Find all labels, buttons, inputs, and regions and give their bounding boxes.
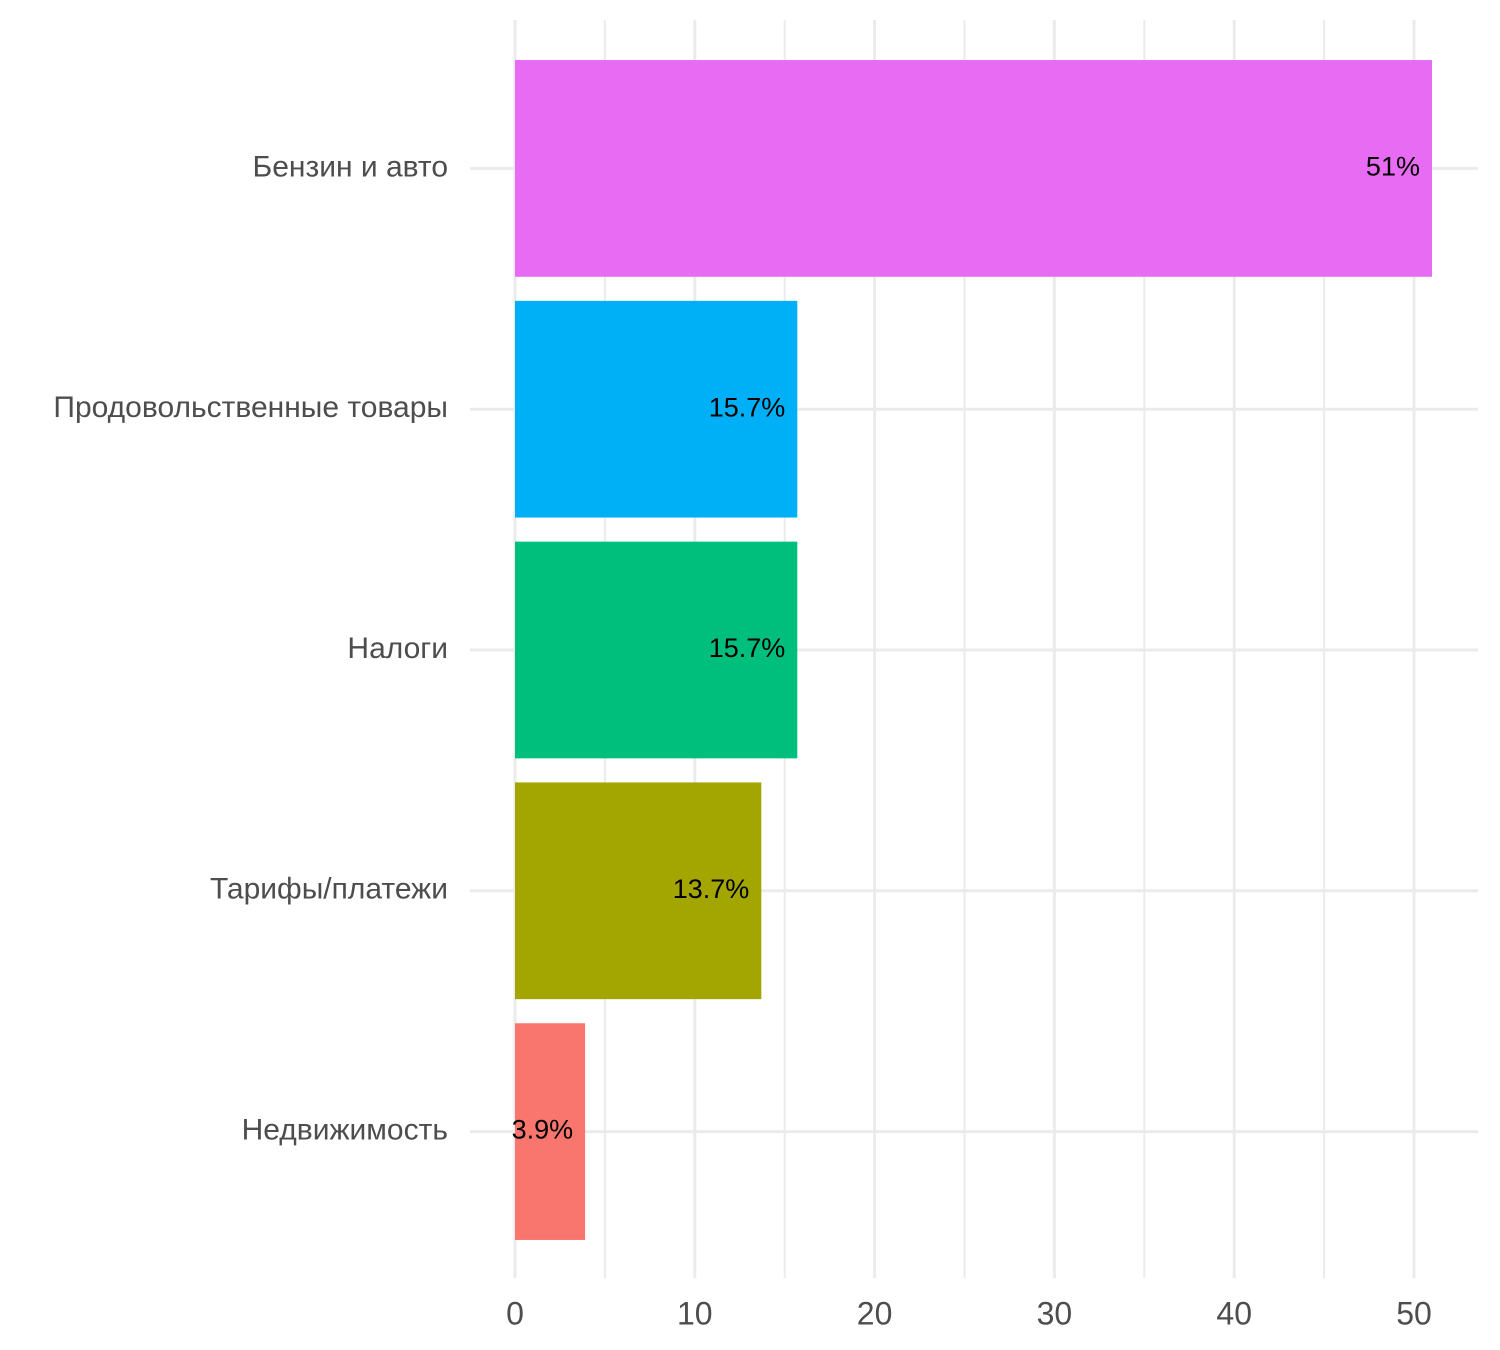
bars xyxy=(515,60,1432,1240)
bar-value-label: 51% xyxy=(1366,152,1420,182)
bar xyxy=(515,300,798,518)
bar xyxy=(515,1023,586,1240)
x-tick-label: 20 xyxy=(857,1295,893,1331)
value-axis-tick-labels: 0 10 20 30 40 50 xyxy=(506,1295,1432,1331)
x-tick-label: 0 xyxy=(506,1295,524,1331)
category-axis-labels: Бензин и авто Продовольственные товары Нал… xyxy=(53,150,448,1146)
bar-value-label: 13.7% xyxy=(673,874,750,904)
category-label: Продовольственные товары xyxy=(53,391,448,424)
bar-value-label: 15.7% xyxy=(709,633,786,663)
category-label: Тарифы/платежи xyxy=(210,873,448,906)
bar-value-label: 3.9% xyxy=(512,1115,574,1145)
x-tick-label: 40 xyxy=(1216,1295,1252,1331)
bar-value-label: 15.7% xyxy=(709,392,786,422)
bar xyxy=(515,541,798,759)
x-tick-label: 50 xyxy=(1396,1295,1432,1331)
category-label: Бензин и авто xyxy=(253,150,449,183)
x-tick-label: 30 xyxy=(1037,1295,1073,1331)
data-labels: 51% 15.7% 15.7% 13.7% 3.9% xyxy=(512,152,1420,1145)
category-label: Налоги xyxy=(347,632,448,665)
x-tick-label: 10 xyxy=(677,1295,713,1331)
category-label: Недвижимость xyxy=(242,1114,448,1147)
bar xyxy=(515,60,1432,277)
bar xyxy=(515,782,762,1000)
